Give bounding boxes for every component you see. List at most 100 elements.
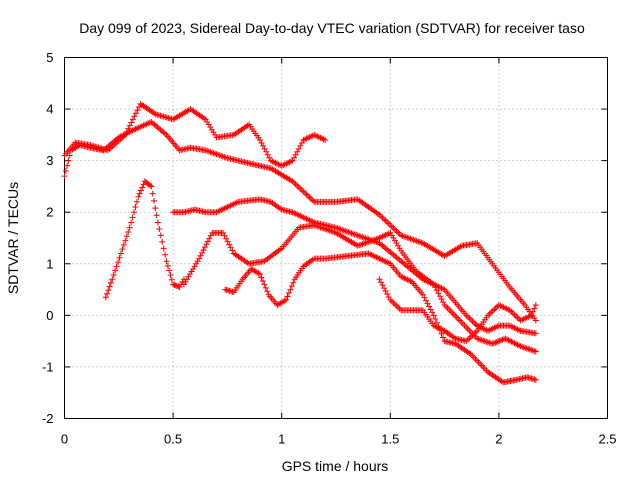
data-point: [290, 279, 297, 286]
data-point: [309, 197, 316, 204]
data-point: [284, 293, 291, 300]
data-point: [447, 308, 454, 315]
data-point: [469, 318, 476, 325]
data-point: [220, 229, 227, 236]
data-point: [528, 312, 535, 319]
data-point: [384, 219, 391, 226]
data-point: [385, 220, 392, 227]
data-point: [426, 303, 433, 310]
data-point: [523, 345, 530, 352]
data-point: [224, 238, 231, 245]
data-point: [167, 272, 174, 279]
data-point: [435, 290, 442, 297]
data-point: [486, 310, 493, 317]
data-point: [387, 222, 394, 229]
data-point: [422, 297, 429, 304]
data-point: [481, 338, 488, 345]
data-point: [427, 306, 434, 313]
y-tick-label: 5: [46, 50, 53, 65]
data-point: [157, 232, 164, 239]
data-point: [421, 294, 428, 301]
data-point: [512, 313, 519, 320]
data-point: [197, 252, 204, 259]
data-point: [113, 263, 120, 270]
data-point: [199, 249, 206, 256]
data-point: [496, 337, 503, 344]
data-point: [376, 276, 383, 283]
data-point: [466, 315, 473, 322]
data-point: [126, 224, 133, 231]
data-point: [163, 258, 170, 265]
data-point: [495, 338, 502, 345]
y-tick-label: 0: [46, 308, 53, 323]
data-point: [393, 228, 400, 235]
data-point: [379, 282, 386, 289]
data-point: [391, 301, 398, 308]
x-tick-label: 0: [61, 432, 68, 447]
data-point: [388, 298, 395, 305]
data-point: [489, 340, 496, 347]
data-point: [258, 274, 265, 281]
data-point: [120, 241, 127, 248]
data-point: [159, 238, 166, 245]
data-point: [128, 119, 135, 126]
data-point: [532, 330, 539, 337]
data-point: [135, 193, 142, 200]
data-point: [388, 223, 395, 230]
data-point: [229, 247, 236, 254]
data-point: [66, 152, 73, 159]
data-point: [511, 311, 518, 318]
data-point: [291, 154, 298, 161]
data-point: [393, 302, 400, 309]
plot-frame: [64, 57, 608, 419]
data-point: [288, 283, 295, 290]
data-point: [174, 282, 181, 289]
data-point: [381, 216, 388, 223]
data-point: [166, 267, 173, 274]
data-point: [122, 237, 129, 244]
data-point: [532, 302, 539, 309]
data-point: [531, 347, 538, 354]
x-tick-label: 2: [495, 432, 502, 447]
data-point: [453, 314, 460, 321]
data-point: [115, 259, 122, 266]
data-point: [432, 316, 439, 323]
data-point: [134, 107, 141, 114]
data-point: [531, 305, 538, 312]
y-axis-label: SDTVAR / TECUs: [5, 182, 21, 294]
data-point: [440, 299, 447, 306]
data-point: [532, 348, 539, 355]
data-point: [446, 306, 453, 313]
data-point: [525, 345, 532, 352]
data-point: [285, 290, 292, 297]
data-point: [424, 300, 431, 307]
data-point: [490, 340, 497, 347]
data-point: [221, 232, 228, 239]
data-point: [147, 182, 154, 189]
data-point: [122, 131, 129, 138]
data-point: [170, 281, 177, 288]
data-point: [449, 309, 456, 316]
data-point: [382, 288, 389, 295]
data-point: [452, 312, 459, 319]
data-point: [467, 316, 474, 323]
series-track-7: [376, 276, 539, 345]
data-point: [384, 290, 391, 297]
data-point: [139, 184, 146, 191]
data-point: [444, 305, 451, 312]
data-point: [204, 238, 211, 245]
x-tick-label: 2.5: [598, 432, 616, 447]
data-point: [464, 313, 471, 320]
data-point: [255, 270, 262, 277]
data-point: [529, 308, 536, 315]
data-point: [105, 287, 112, 294]
data-point: [156, 225, 163, 232]
data-point: [443, 303, 450, 310]
data-point: [168, 276, 175, 283]
data-point: [106, 283, 113, 290]
data-point: [176, 283, 183, 290]
data-point: [64, 162, 71, 169]
data-point: [227, 244, 234, 251]
data-point: [65, 157, 72, 164]
data-point: [377, 279, 384, 286]
